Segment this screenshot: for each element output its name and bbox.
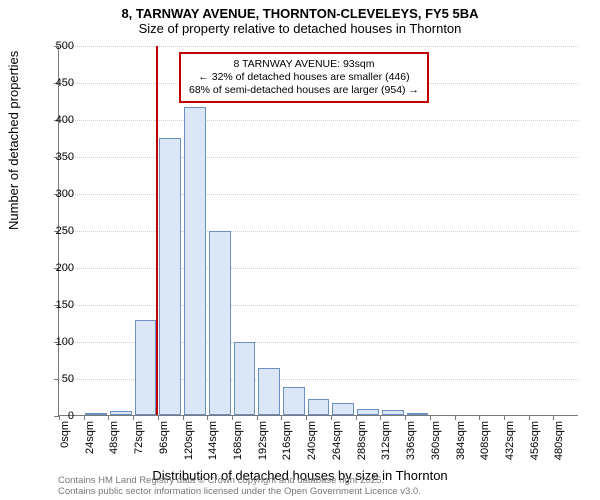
- histogram-bar: [209, 231, 231, 415]
- y-tick-label: 50: [44, 373, 74, 385]
- footer-note: Contains HM Land Registry data © Crown c…: [58, 476, 421, 498]
- histogram-bar: [382, 410, 404, 415]
- y-tick-label: 250: [44, 225, 74, 237]
- x-tick-label: 24sqm: [84, 421, 96, 454]
- x-tick-label: 0sqm: [59, 421, 71, 448]
- plot-area: 8 TARNWAY AVENUE: 93sqm ← 32% of detache…: [58, 46, 578, 416]
- histogram-bar: [283, 387, 305, 415]
- histogram-bar: [85, 413, 107, 415]
- histogram-bar: [258, 368, 280, 415]
- y-tick-label: 0: [44, 410, 74, 422]
- x-tick-label: 192sqm: [257, 421, 269, 460]
- chart-title-sub: Size of property relative to detached ho…: [0, 21, 600, 36]
- x-tick-label: 72sqm: [133, 421, 145, 454]
- reference-line: [156, 46, 158, 415]
- histogram-bar: [308, 399, 330, 415]
- y-tick-label: 450: [44, 77, 74, 89]
- histogram-bar: [234, 342, 256, 415]
- y-tick-label: 500: [44, 40, 74, 52]
- x-tick-label: 264sqm: [331, 421, 343, 460]
- info-box-line1: 8 TARNWAY AVENUE: 93sqm: [189, 58, 419, 71]
- histogram-bar: [159, 138, 181, 415]
- histogram-bar: [110, 411, 132, 415]
- x-tick-label: 144sqm: [207, 421, 219, 460]
- chart-area: 8 TARNWAY AVENUE: 93sqm ← 32% of detache…: [58, 46, 578, 416]
- x-tick-label: 384sqm: [455, 421, 467, 460]
- histogram-bar: [184, 107, 206, 415]
- footer-line2: Contains public sector information licen…: [58, 487, 421, 498]
- x-tick-label: 120sqm: [183, 421, 195, 460]
- y-tick-label: 400: [44, 114, 74, 126]
- histogram-bar: [407, 413, 429, 415]
- y-axis-label: Number of detached properties: [6, 51, 21, 230]
- x-tick-label: 456sqm: [529, 421, 541, 460]
- x-tick-label: 312sqm: [380, 421, 392, 460]
- x-tick-label: 216sqm: [281, 421, 293, 460]
- info-box-line2: ← 32% of detached houses are smaller (44…: [189, 71, 419, 84]
- reference-info-box: 8 TARNWAY AVENUE: 93sqm ← 32% of detache…: [179, 52, 429, 103]
- chart-title-block: 8, TARNWAY AVENUE, THORNTON-CLEVELEYS, F…: [0, 0, 600, 36]
- x-tick-label: 288sqm: [356, 421, 368, 460]
- y-tick-label: 200: [44, 262, 74, 274]
- y-tick-label: 100: [44, 336, 74, 348]
- x-tick-label: 432sqm: [504, 421, 516, 460]
- y-tick-label: 350: [44, 151, 74, 163]
- x-tick-label: 480sqm: [553, 421, 565, 460]
- info-box-line3: 68% of semi-detached houses are larger (…: [189, 84, 419, 97]
- x-tick-label: 336sqm: [405, 421, 417, 460]
- x-tick-label: 168sqm: [232, 421, 244, 460]
- x-tick-label: 408sqm: [479, 421, 491, 460]
- y-tick-label: 300: [44, 188, 74, 200]
- histogram-bar: [357, 409, 379, 415]
- chart-title-main: 8, TARNWAY AVENUE, THORNTON-CLEVELEYS, F…: [0, 6, 600, 21]
- x-tick-label: 360sqm: [430, 421, 442, 460]
- x-tick-label: 240sqm: [306, 421, 318, 460]
- histogram-bar: [135, 320, 157, 415]
- x-tick-label: 96sqm: [158, 421, 170, 454]
- y-tick-label: 150: [44, 299, 74, 311]
- histogram-bar: [332, 403, 354, 415]
- x-tick-label: 48sqm: [108, 421, 120, 454]
